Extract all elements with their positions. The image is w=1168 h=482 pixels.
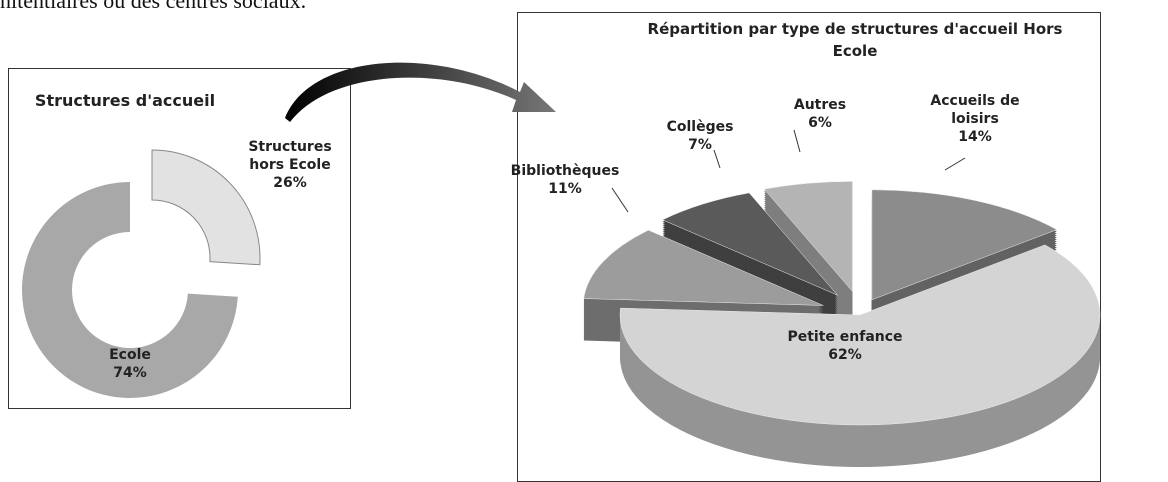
data-label: Structures hors Ecole 26%: [235, 138, 345, 192]
slice-top: [661, 192, 838, 296]
category-label: Accueils de loisirs: [930, 93, 1020, 127]
data-label: Ecole 74%: [80, 346, 180, 382]
donut-segment: [151, 149, 261, 266]
category-label: Collèges: [666, 119, 734, 135]
left-frame: [8, 68, 351, 409]
pie-slice: [619, 244, 1101, 467]
value-label: 11%: [548, 181, 582, 197]
value-label: 26%: [273, 175, 307, 191]
donut-segment: [21, 182, 238, 398]
data-label: Autres 6%: [780, 96, 860, 132]
value-label: 6%: [808, 115, 832, 131]
value-label: 14%: [958, 129, 992, 145]
arrow: [285, 62, 556, 122]
category-label: Petite enfance: [787, 329, 903, 345]
pie-chart: [583, 181, 1101, 467]
chart-title: Répartition par type de structures d'acc…: [647, 20, 1063, 60]
slice-top: [871, 189, 1058, 301]
category-label: Bibliothèques: [510, 163, 620, 179]
category-label: Structures hors Ecole: [248, 139, 332, 173]
slice-top: [583, 229, 824, 306]
body-text: nitentiaires ou des centres sociaux.: [0, 0, 307, 13]
slice-top: [619, 244, 1101, 426]
value-label: 7%: [688, 137, 712, 153]
leader-line: [793, 129, 801, 153]
leader-line: [611, 187, 629, 213]
value-label: 74%: [113, 365, 147, 381]
chart-title: Structures d'accueil: [34, 91, 216, 110]
category-label: Autres: [793, 97, 847, 113]
slice-top: [763, 181, 853, 293]
leader-line: [944, 157, 966, 171]
data-label: Petite enfance 62%: [775, 328, 915, 364]
data-label: Bibliothèques 11%: [505, 162, 625, 198]
data-label: Collèges 7%: [655, 118, 745, 154]
leader-line: [713, 149, 721, 169]
data-label: Accueils de loisirs 14%: [920, 92, 1030, 146]
category-label: Ecole: [109, 347, 151, 363]
donut-chart: [21, 149, 261, 398]
value-label: 62%: [828, 347, 862, 363]
